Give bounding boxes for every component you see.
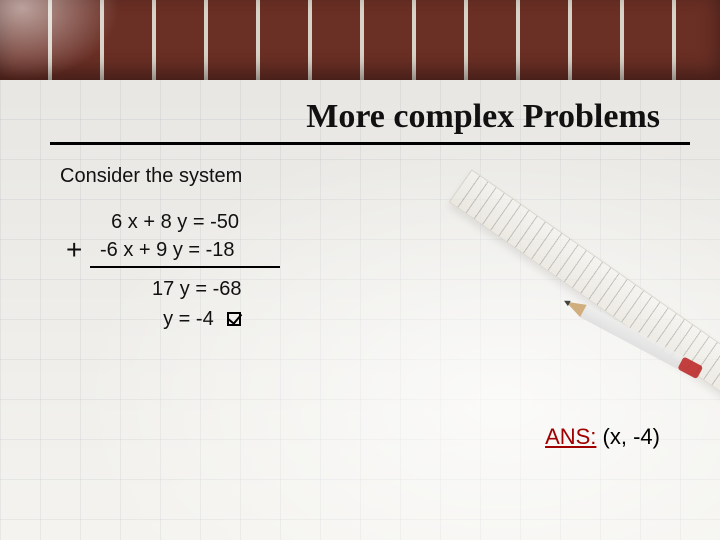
equation-1-text: 6 x + 8 y = -50 (111, 211, 239, 233)
equation-1: 6 x + 8 y = -50 (100, 208, 340, 236)
title-underline (50, 142, 690, 145)
slide-title: More complex Problems (0, 98, 700, 136)
sum-divider (90, 266, 280, 268)
result-block: 17 y = -68 y = -4 (152, 274, 680, 334)
answer-line: ANS: (x, -4) (545, 424, 660, 450)
equation-system: + 6 x + 8 y = -50 -6 x + 9 y = -18 (100, 208, 340, 268)
solution-text: y = -4 (163, 308, 214, 330)
result-sum: 17 y = -68 (152, 274, 680, 304)
brick-background (0, 0, 720, 80)
addition-operator: + (66, 234, 82, 266)
answer-label: ANS: (545, 424, 596, 449)
result-solution: y = -4 (152, 304, 680, 334)
check-icon (227, 312, 241, 326)
slide-body: Consider the system + 6 x + 8 y = -50 -6… (60, 165, 680, 334)
equation-2: -6 x + 9 y = -18 (100, 236, 340, 264)
answer-value: (x, -4) (603, 424, 660, 449)
intro-text: Consider the system (60, 165, 680, 188)
